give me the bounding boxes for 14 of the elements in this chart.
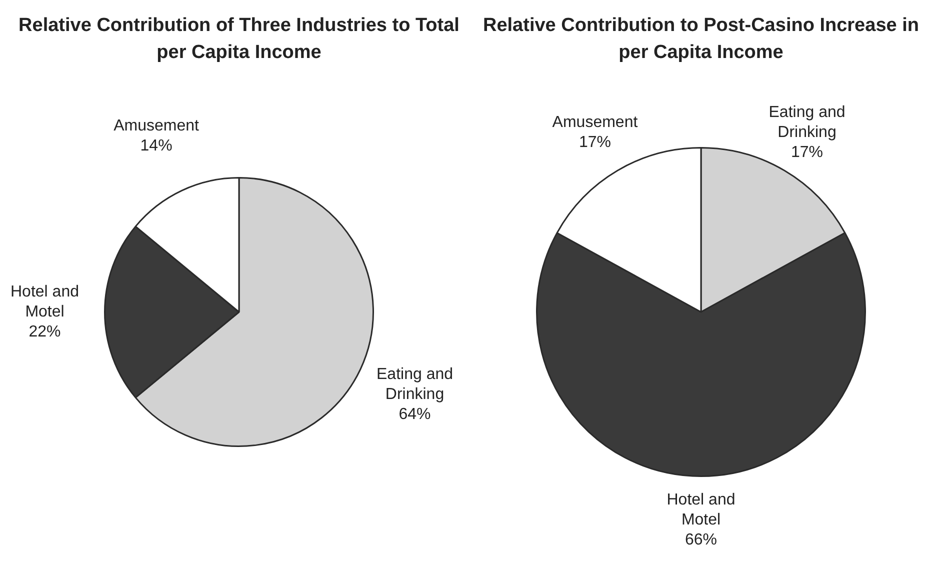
chart-title: Relative Contribution to Post-Casino Increase in per Capita Income (482, 14, 920, 65)
slice-label: Amusement (114, 118, 200, 135)
chart-title: Relative Contribution of Three Industries to Total per Capita Income (18, 14, 460, 65)
slice-label: Eating and Drinking (768, 104, 846, 142)
data-label: 17% (790, 144, 824, 162)
slice-label: Amusement (552, 114, 638, 132)
data-label: 17% (578, 134, 612, 152)
slice-label: Hotel and Motel (10, 283, 79, 320)
data-label: 22% (28, 323, 61, 340)
data-label: 64% (398, 406, 431, 424)
slice-label: Hotel and Motel (666, 492, 736, 529)
slice-label: Eating and Drinking (376, 366, 454, 404)
data-label: 14% (140, 138, 172, 155)
data-label: 66% (684, 532, 718, 549)
